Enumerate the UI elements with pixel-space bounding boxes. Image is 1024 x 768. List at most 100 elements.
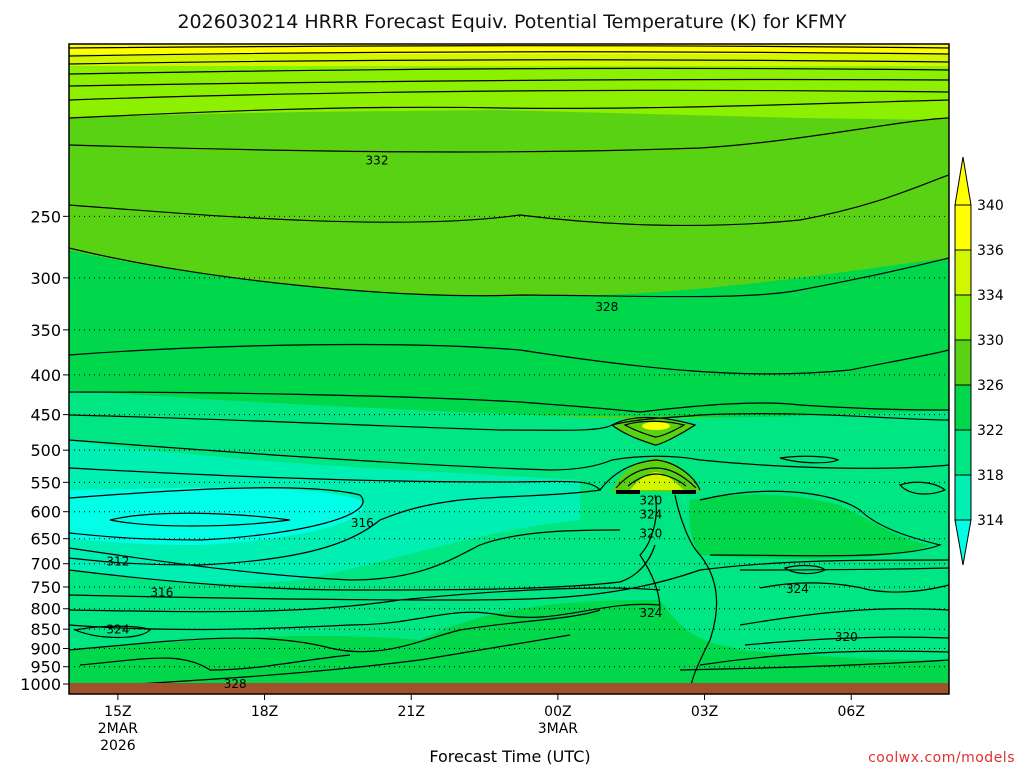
contour-line — [69, 391, 949, 413]
colorbar-label: 334 — [977, 288, 1004, 304]
ground-strip — [69, 683, 949, 694]
x-tick-label: 18Z — [251, 704, 278, 720]
contour-line — [779, 455, 840, 464]
contour-line — [69, 247, 949, 298]
colorbar-label: 336 — [977, 243, 1004, 259]
y-tick-label: 250 — [30, 207, 61, 226]
band-bottom-green — [69, 600, 949, 694]
contour-line — [69, 117, 949, 153]
contour-line — [69, 487, 364, 541]
contour-label: 320 — [639, 493, 662, 507]
contour-line — [699, 650, 949, 666]
x-tick-label: 21Z — [398, 704, 425, 720]
contour-line — [69, 45, 949, 49]
contour-line — [615, 467, 697, 489]
x-tick-label: 06Z — [838, 704, 865, 720]
contour-label: 324 — [639, 507, 662, 521]
footer-credit: coolwx.com/models — [868, 750, 1015, 766]
y-tick-label: 800 — [30, 600, 61, 619]
band-right-lobe — [689, 494, 930, 559]
y-tick-label: 750 — [30, 578, 61, 597]
contour-label: 320 — [835, 630, 858, 644]
contour-label: 320 — [639, 526, 662, 540]
y-tick-label: 500 — [30, 441, 61, 460]
contour-line — [119, 634, 571, 686]
contour-line — [69, 343, 949, 375]
plot-area — [69, 44, 949, 694]
contour-line — [744, 636, 949, 646]
band-mid-green — [69, 250, 949, 420]
y-axis: 2503003504004505005506006507007508008509… — [20, 207, 69, 694]
y-tick-label: 850 — [30, 620, 61, 639]
contour-line — [610, 416, 697, 446]
contour-line — [69, 439, 949, 471]
contour-label: 316 — [351, 516, 374, 530]
y-tick-label: 450 — [30, 406, 61, 425]
y-tick-label: 550 — [30, 473, 61, 492]
contour-line — [599, 459, 701, 491]
contour-line — [69, 78, 949, 87]
y-tick-label: 400 — [30, 366, 61, 385]
hotspot-upper-core — [642, 422, 670, 430]
contour-label: 332 — [366, 154, 389, 168]
contour-line — [639, 494, 661, 611]
x-tick-date: 3MAR — [538, 721, 579, 737]
colorbar-arrow-bottom — [954, 519, 972, 566]
contour-line — [69, 89, 949, 101]
contour-line — [69, 67, 949, 75]
colorbar-label: 318 — [977, 468, 1004, 484]
y-tick-label: 900 — [30, 639, 61, 658]
plot-frame — [68, 43, 950, 695]
contour-line — [69, 559, 949, 601]
contour-label: 328 — [224, 677, 247, 691]
x-tick-label: 15Z — [104, 704, 131, 720]
contour-line — [674, 494, 718, 694]
contour-line — [109, 512, 291, 527]
band-right-low — [720, 599, 949, 660]
y-tick-label: 700 — [30, 555, 61, 574]
contour-line — [739, 567, 949, 571]
hotspot-upper — [612, 417, 695, 445]
y-tick-label: 350 — [30, 321, 61, 340]
contour-label: 316 — [150, 585, 173, 599]
y-tick-label: 300 — [30, 269, 61, 288]
colorbar-swatch — [954, 249, 972, 296]
contour-line — [69, 467, 602, 566]
chart-title: 2026030214 HRRR Forecast Equiv. Potentia… — [177, 11, 846, 33]
contour-line — [679, 659, 949, 671]
contour-label: 324 — [106, 623, 129, 637]
contour-line — [69, 99, 949, 119]
contour-line — [69, 544, 656, 591]
y-tick-label: 950 — [30, 658, 61, 677]
contour-label: 312 — [106, 554, 129, 568]
contour-line — [759, 582, 949, 593]
contour-line — [69, 529, 621, 581]
contour-line — [69, 51, 949, 57]
x-tick-date: 2MAR — [98, 721, 139, 737]
colorbar-swatch — [954, 204, 972, 251]
x-tick-label: 03Z — [691, 704, 718, 720]
contour-label: 324 — [639, 606, 662, 620]
colorbar-label: 330 — [977, 333, 1004, 349]
contour-line — [783, 564, 827, 575]
x-tick-year: 2026 — [100, 738, 136, 754]
y-tick-label: 650 — [30, 530, 61, 549]
colorbar-label: 326 — [977, 378, 1004, 394]
colorbar-swatch — [954, 339, 972, 386]
colorbar-swatch — [954, 429, 972, 476]
band-326 — [69, 118, 949, 300]
colorbar: 314 318 322 326 330 334 336 340 — [954, 156, 1004, 566]
contour-line — [72, 625, 152, 639]
colorbar-swatch — [954, 474, 972, 521]
colorbar-label: 314 — [977, 513, 1004, 529]
contour-lines — [69, 45, 949, 694]
contour-line — [79, 654, 351, 671]
colorbar-swatch — [954, 294, 972, 341]
contour-line — [69, 587, 661, 613]
y-tick-label: 1000 — [20, 675, 61, 694]
y-tick-label: 600 — [30, 503, 61, 522]
contour-line — [69, 59, 949, 65]
colorbar-label: 340 — [977, 198, 1004, 214]
